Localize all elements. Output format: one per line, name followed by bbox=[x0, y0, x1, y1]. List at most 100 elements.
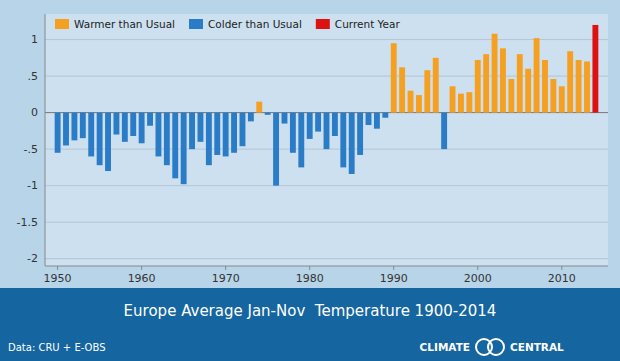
bar bbox=[80, 113, 86, 139]
footer-background bbox=[0, 288, 620, 361]
bar bbox=[492, 34, 498, 113]
bar bbox=[105, 113, 111, 171]
bar bbox=[416, 95, 422, 113]
bar bbox=[550, 79, 556, 113]
y-tick-label: -1 bbox=[27, 179, 38, 192]
bar bbox=[391, 43, 397, 112]
background bbox=[0, 0, 620, 361]
bar bbox=[576, 60, 582, 113]
bar bbox=[71, 113, 77, 141]
bar bbox=[500, 48, 506, 112]
legend-label: Current Year bbox=[335, 18, 401, 30]
x-tick-label: 1960 bbox=[128, 272, 156, 285]
bar bbox=[483, 54, 489, 112]
x-tick-label: 1950 bbox=[44, 272, 72, 285]
bar bbox=[172, 113, 178, 179]
bar bbox=[450, 86, 456, 112]
bar bbox=[433, 58, 439, 113]
legend-background bbox=[51, 15, 410, 33]
bar bbox=[290, 113, 296, 153]
logo-circle bbox=[488, 339, 504, 355]
bar bbox=[147, 113, 153, 126]
bar bbox=[517, 54, 523, 112]
bar bbox=[88, 113, 94, 157]
bar bbox=[475, 60, 481, 113]
bar bbox=[374, 113, 380, 129]
legend-swatch bbox=[189, 19, 203, 29]
x-axis-line bbox=[45, 266, 608, 267]
y-tick-label: .5 bbox=[28, 70, 39, 83]
bar bbox=[559, 86, 565, 112]
x-tick bbox=[57, 266, 58, 270]
grid-line bbox=[45, 222, 608, 223]
bar bbox=[256, 102, 262, 113]
annotation: CLIMATE bbox=[420, 341, 470, 353]
bar bbox=[55, 113, 61, 153]
bar bbox=[240, 113, 246, 147]
x-tick-label: 1980 bbox=[296, 272, 324, 285]
bar bbox=[508, 79, 514, 113]
bar bbox=[534, 38, 540, 113]
bar bbox=[223, 113, 229, 157]
bar bbox=[525, 69, 531, 113]
bar bbox=[567, 51, 573, 112]
plot-background bbox=[45, 14, 608, 266]
y-tick-label: -2 bbox=[27, 252, 38, 265]
bar bbox=[155, 113, 161, 157]
bar bbox=[189, 113, 195, 150]
legend-label: Warmer than Usual bbox=[74, 18, 175, 30]
legend-label: Colder than Usual bbox=[208, 18, 302, 30]
x-tick-label: 2010 bbox=[548, 272, 576, 285]
bar bbox=[357, 113, 363, 155]
bar bbox=[340, 113, 346, 168]
bar bbox=[382, 113, 388, 118]
bar bbox=[441, 113, 447, 150]
annotation: CENTRAL bbox=[510, 341, 564, 353]
x-tick bbox=[309, 266, 310, 270]
bar bbox=[206, 113, 212, 166]
y-tick-label: 1 bbox=[31, 33, 38, 46]
bar bbox=[298, 113, 304, 168]
bar bbox=[113, 113, 119, 135]
x-tick bbox=[561, 266, 562, 270]
y-tick-label: 0 bbox=[31, 106, 38, 119]
grid-line bbox=[45, 185, 608, 186]
x-tick-label: 1970 bbox=[212, 272, 240, 285]
bar bbox=[332, 113, 338, 136]
bar bbox=[265, 113, 271, 115]
x-tick bbox=[477, 266, 478, 270]
x-tick bbox=[225, 266, 226, 270]
bar bbox=[231, 113, 237, 153]
bar bbox=[130, 113, 136, 136]
title: Europe Average Jan-Nov Temperature 1900-… bbox=[124, 302, 497, 320]
grid-line bbox=[45, 76, 608, 77]
bar bbox=[324, 113, 330, 150]
x-tick bbox=[393, 266, 394, 270]
y-tick-label: -.5 bbox=[24, 143, 38, 156]
bar bbox=[408, 91, 414, 113]
chart: -2 -1.5 -1 -.5 0 .5 1 1950 1960 1970 1980 1990 2000 2… bbox=[0, 0, 620, 361]
grid-line bbox=[45, 258, 608, 259]
bar bbox=[458, 94, 464, 113]
bar bbox=[273, 113, 279, 186]
bars bbox=[55, 25, 599, 186]
bar bbox=[164, 113, 170, 166]
y-tick-label: -1.5 bbox=[17, 216, 38, 229]
legend-swatch bbox=[316, 19, 330, 29]
legend: Warmer than Usual Colder than Usual Curren… bbox=[51, 15, 410, 33]
bar bbox=[466, 92, 472, 112]
subtitle: Data: CRU + E-OBS bbox=[8, 342, 106, 353]
bar bbox=[198, 113, 204, 142]
bar bbox=[282, 113, 288, 124]
bar bbox=[584, 61, 590, 112]
bar bbox=[122, 113, 128, 142]
grid-line bbox=[45, 39, 608, 40]
x-tick-label: 1990 bbox=[380, 272, 408, 285]
bar bbox=[97, 113, 103, 166]
bar bbox=[181, 113, 187, 185]
x-tick-label: 2000 bbox=[464, 272, 492, 285]
bar bbox=[214, 113, 220, 155]
bar bbox=[307, 113, 313, 139]
bar bbox=[139, 113, 145, 144]
bar bbox=[349, 113, 355, 174]
